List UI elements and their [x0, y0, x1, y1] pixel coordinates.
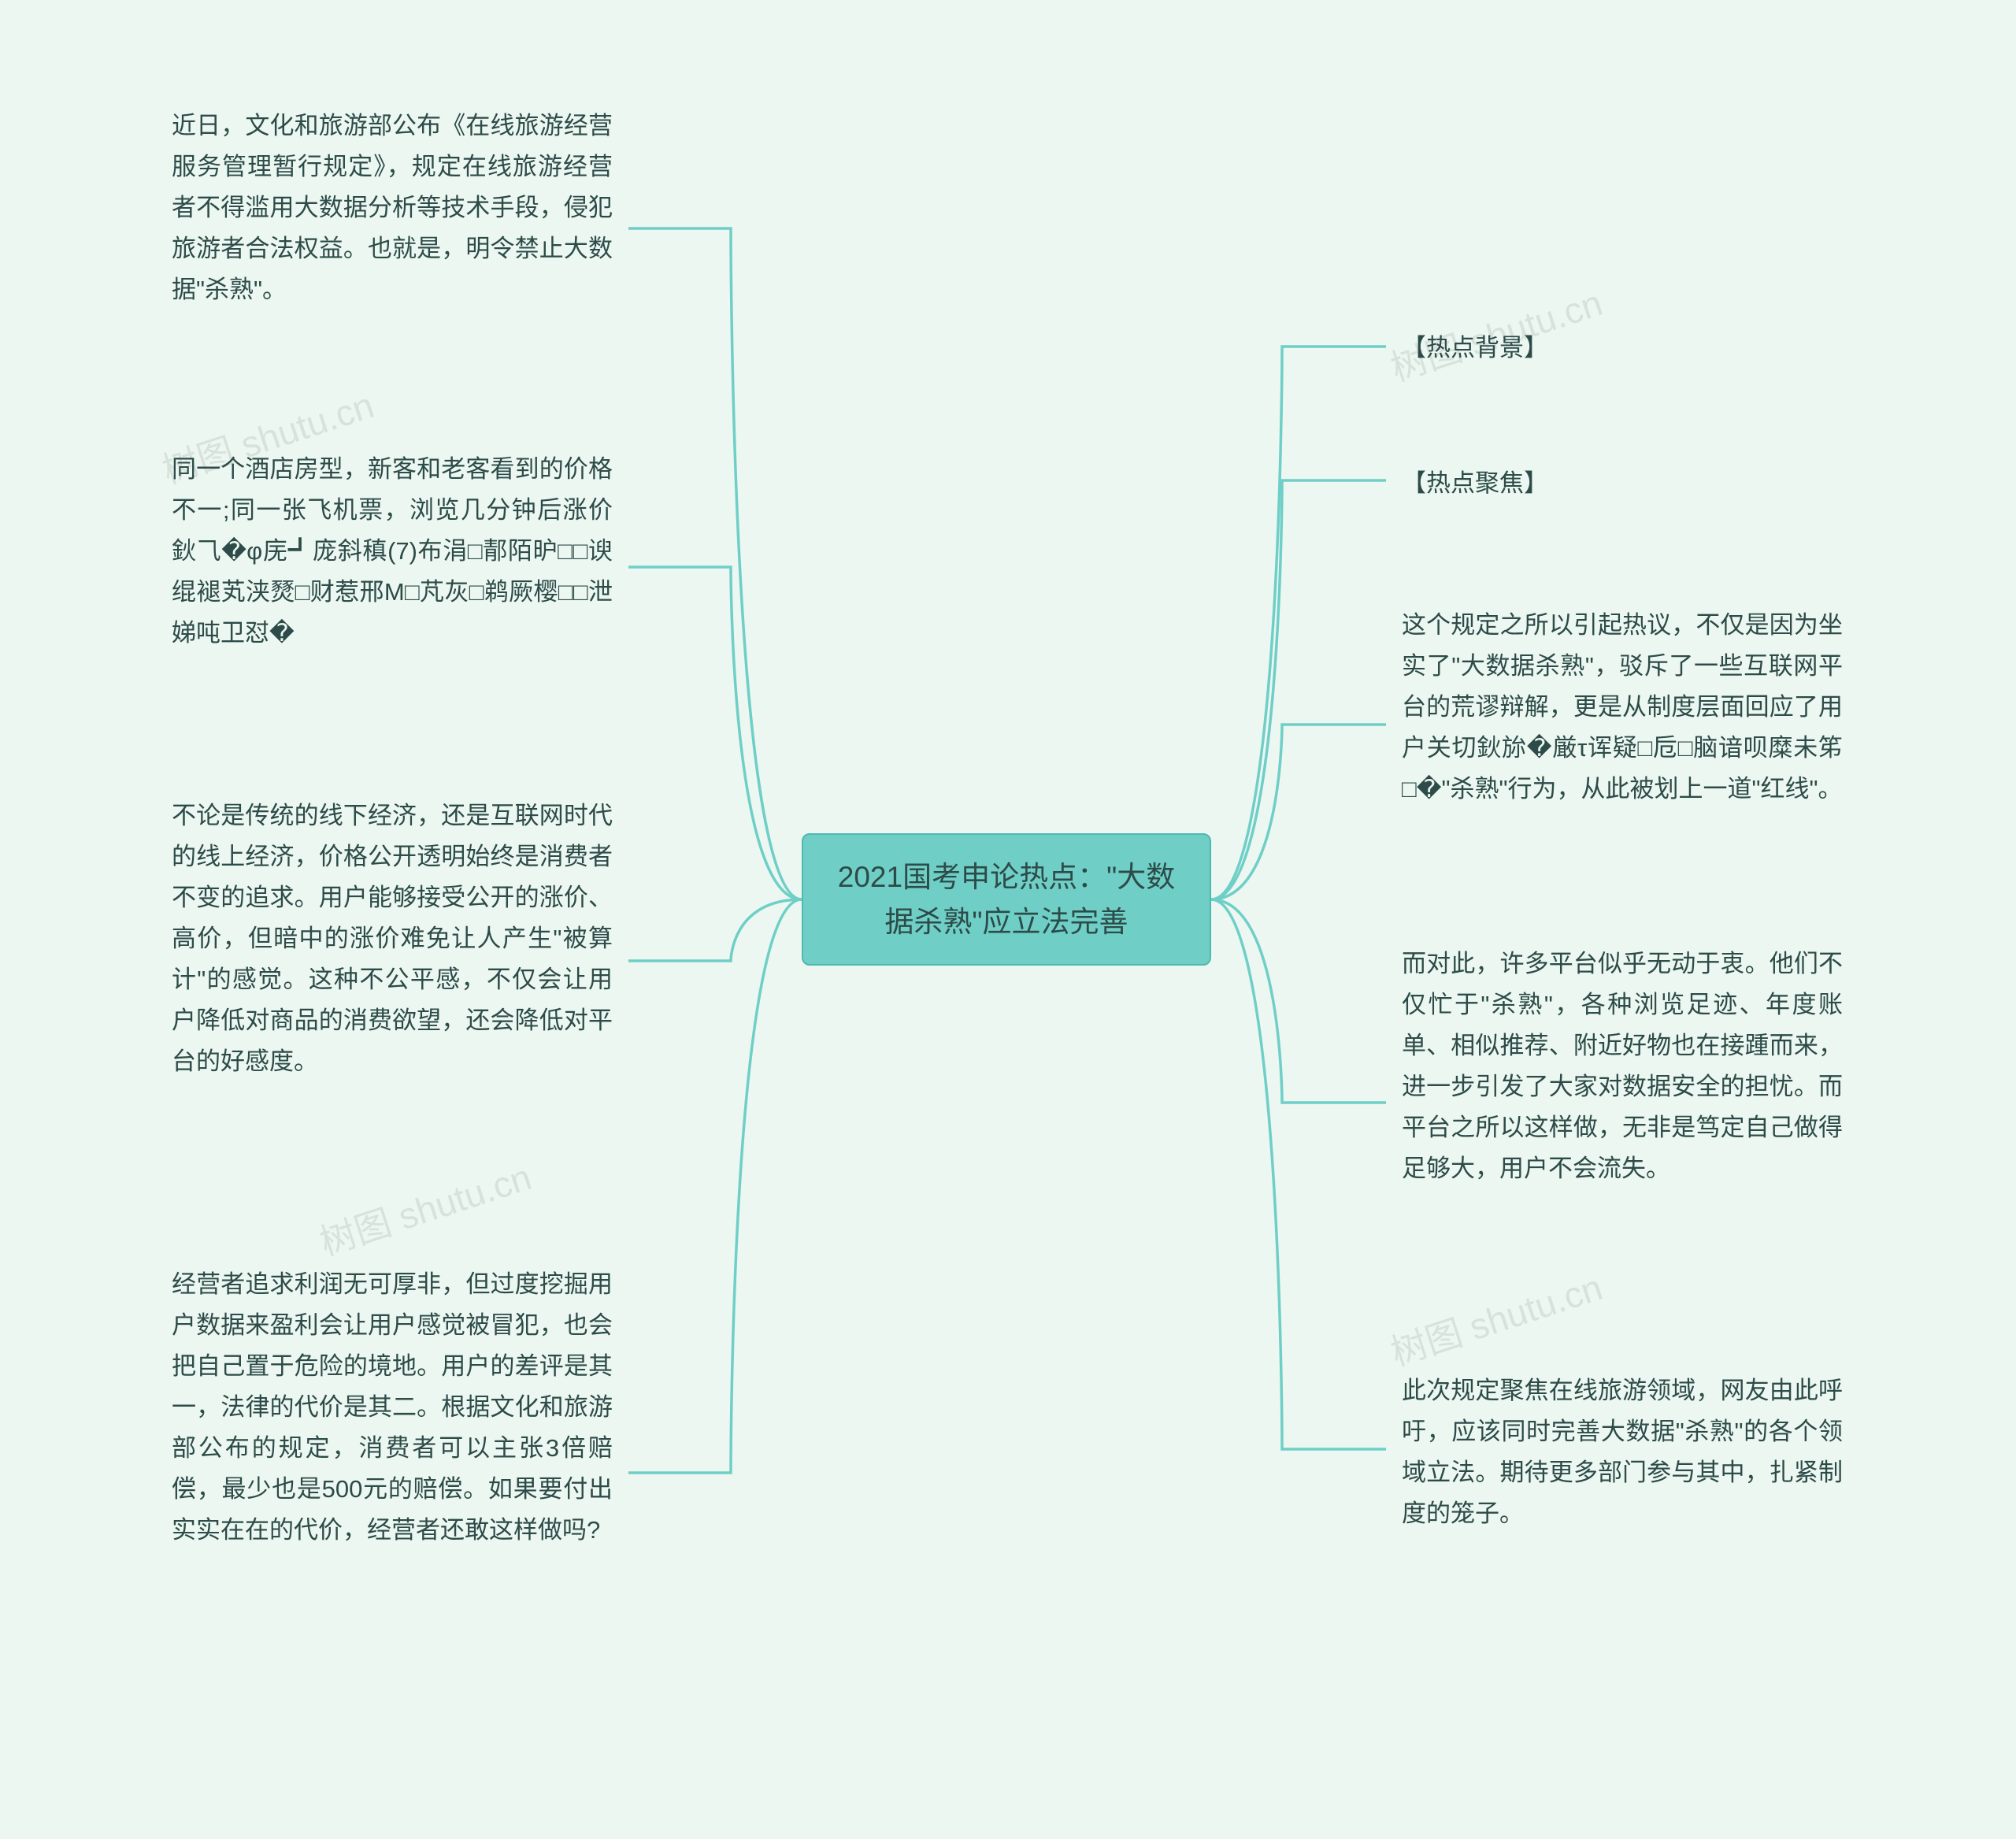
right-node-1: 【热点背景】	[1402, 328, 1717, 369]
connector	[1211, 899, 1386, 1449]
right-node-2: 【热点聚焦】	[1402, 463, 1717, 504]
connector	[628, 228, 802, 899]
center-title: 2021国考申论热点："大数据杀熟"应立法完善	[825, 855, 1188, 945]
left-node-2: 同一个酒店房型，新客和老客看到的价格不一;同一张飞机票，浏览几分钟后涨价鈥⺄�φ…	[172, 449, 613, 654]
right-node-5: 此次规定聚焦在线旅游领域，网友由此呼吁，应该同时完善大数据"杀熟"的各个领域立法…	[1402, 1370, 1843, 1534]
right-node-4: 而对此，许多平台似乎无动于衷。他们不仅忙于"杀熟"，各种浏览足迹、年度账单、相似…	[1402, 944, 1843, 1189]
connector	[1211, 347, 1386, 899]
center-node: 2021国考申论热点："大数据杀熟"应立法完善	[802, 833, 1211, 966]
connector	[628, 899, 802, 1473]
connector	[1211, 480, 1386, 899]
left-node-1: 近日，文化和旅游部公布《在线旅游经营服务管理暂行规定》，规定在线旅游经营者不得滥…	[172, 106, 613, 310]
right-node-3: 这个规定之所以引起热议，不仅是因为坐实了"大数据杀熟"，驳斥了一些互联网平台的荒…	[1402, 605, 1843, 810]
connector	[628, 567, 802, 899]
left-node-3: 不论是传统的线下经济，还是互联网时代的线上经济，价格公开透明始终是消费者不变的追…	[172, 795, 613, 1083]
connector	[1211, 725, 1386, 899]
left-node-4: 经营者追求利润无可厚非，但过度挖掘用户数据来盈利会让用户感觉被冒犯，也会把自己置…	[172, 1264, 613, 1552]
